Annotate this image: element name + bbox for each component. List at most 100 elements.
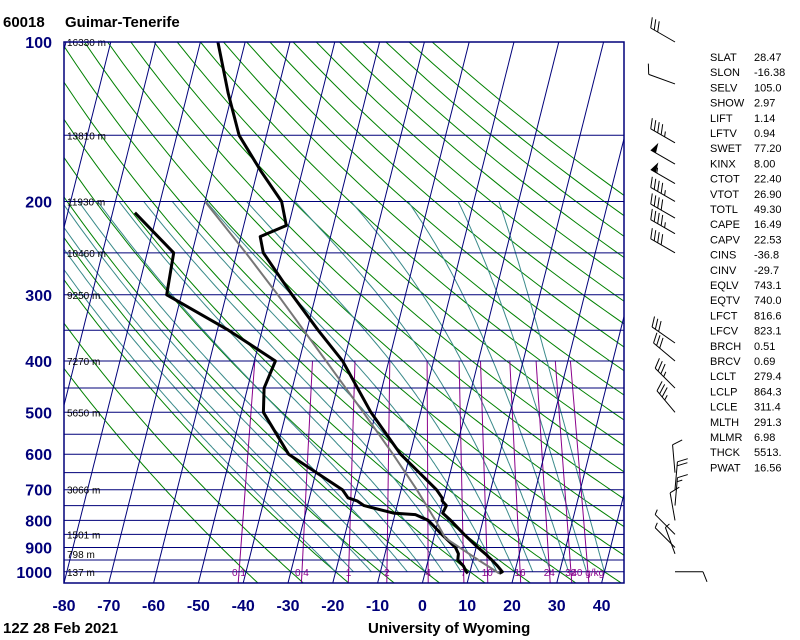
barb-half-flag bbox=[664, 222, 666, 228]
temperature-line bbox=[216, 42, 504, 575]
index-value: 0.69 bbox=[754, 356, 775, 368]
barb-flag bbox=[650, 193, 653, 205]
barb-flag bbox=[658, 320, 662, 332]
pressure-tick-label: 900 bbox=[25, 541, 52, 558]
barb-flag bbox=[657, 360, 663, 372]
barb-half-flag bbox=[664, 131, 666, 137]
mixing-ratio-line bbox=[426, 360, 429, 583]
temperature-tick-label: -50 bbox=[187, 598, 210, 615]
wind-barb bbox=[650, 228, 676, 254]
barb-staff bbox=[650, 238, 676, 254]
dry-adiabat bbox=[408, 42, 624, 217]
index-label: LFTV bbox=[710, 128, 738, 140]
temperature-tick-label: 0 bbox=[418, 598, 427, 615]
temperature-tick-label: -30 bbox=[276, 598, 299, 615]
barb-flag bbox=[660, 214, 664, 226]
barb-pennant bbox=[650, 142, 659, 154]
dry-adiabat bbox=[64, 367, 259, 583]
moist-adiabat bbox=[64, 268, 336, 573]
index-value: -29.7 bbox=[754, 265, 779, 277]
barb-flag bbox=[657, 180, 660, 192]
barb-flag bbox=[654, 358, 660, 369]
dry-adiabat bbox=[64, 322, 304, 583]
barb-half-flag bbox=[654, 509, 658, 515]
isotherm bbox=[153, 42, 291, 583]
mixing-ratio-label: 7 bbox=[461, 568, 467, 579]
barb-staff bbox=[650, 169, 676, 184]
barb-flag bbox=[647, 63, 650, 75]
barb-flag bbox=[650, 17, 653, 29]
barb-flag bbox=[669, 486, 680, 494]
index-value: 1.14 bbox=[754, 113, 775, 125]
barb-staff bbox=[664, 527, 676, 555]
height-label: 7270 m bbox=[67, 357, 100, 368]
wind-barb bbox=[650, 162, 676, 184]
index-value: 22.53 bbox=[754, 234, 782, 246]
barb-flag bbox=[657, 197, 660, 209]
height-label: 1501 m bbox=[67, 530, 100, 541]
barb-flag bbox=[653, 120, 657, 131]
isotherm bbox=[377, 42, 515, 583]
wind-barb bbox=[654, 358, 676, 389]
parcel-line bbox=[204, 200, 500, 575]
height-label: 16330 m bbox=[67, 38, 106, 49]
sounding-time: 12Z 28 Feb 2021 bbox=[3, 620, 118, 637]
isotherm bbox=[287, 42, 425, 583]
height-label: 9250 m bbox=[67, 291, 100, 302]
index-label: SELV bbox=[710, 82, 738, 94]
mixing-ratio-label: 2 bbox=[384, 568, 390, 579]
temperature-tick-label: -80 bbox=[52, 598, 75, 615]
index-value: 740.0 bbox=[754, 295, 782, 307]
index-label: VTOT bbox=[710, 189, 739, 201]
isotherm bbox=[466, 42, 605, 583]
index-label: THCK bbox=[710, 447, 741, 459]
barb-staff bbox=[674, 461, 678, 490]
barb-flag bbox=[651, 316, 656, 328]
wind-barbs bbox=[647, 17, 708, 582]
index-label: CINV bbox=[710, 265, 737, 277]
barb-flag bbox=[660, 124, 664, 135]
barb-flag bbox=[659, 337, 664, 349]
height-label: 10460 m bbox=[67, 249, 106, 260]
index-value: 279.4 bbox=[754, 371, 782, 383]
barb-half-flag bbox=[665, 523, 670, 528]
index-value: 77.20 bbox=[754, 143, 782, 155]
index-label: EQLV bbox=[710, 280, 739, 292]
barb-staff bbox=[651, 326, 676, 344]
index-label: LIFT bbox=[710, 113, 733, 125]
moist-adiabat bbox=[294, 201, 534, 572]
index-label: MLMR bbox=[710, 432, 742, 444]
wind-barb bbox=[675, 571, 708, 582]
mixing-ratio-line bbox=[458, 360, 465, 583]
wind-barb bbox=[656, 381, 676, 413]
barb-flag bbox=[702, 571, 708, 582]
dry-adiabat bbox=[292, 42, 624, 325]
wind-barb bbox=[664, 523, 676, 555]
station-name: Guimar-Tenerife bbox=[65, 14, 180, 31]
index-value: 0.51 bbox=[754, 341, 775, 353]
wind-barb bbox=[674, 474, 688, 506]
index-label: CAPE bbox=[710, 219, 740, 231]
wind-barb bbox=[651, 316, 676, 344]
dry-adiabats bbox=[64, 42, 624, 583]
barb-staff bbox=[674, 477, 678, 506]
pressure-tick-label: 400 bbox=[25, 354, 52, 371]
barb-half-flag bbox=[664, 395, 668, 401]
index-label: SLON bbox=[710, 67, 740, 79]
index-value: -36.8 bbox=[754, 250, 779, 262]
barb-flag bbox=[676, 462, 688, 467]
pressure-axis-labels: 100 200 300 400 500 600 700 800 900 1000 bbox=[16, 35, 52, 582]
barb-staff bbox=[650, 187, 676, 202]
index-label: TOTL bbox=[710, 204, 738, 216]
barb-flag bbox=[660, 363, 666, 375]
mixing-ratio-label: 40 g/kg bbox=[571, 568, 604, 579]
index-label: BRCV bbox=[710, 356, 741, 368]
barb-flag bbox=[677, 458, 688, 463]
mixing-ratio-label: 10 bbox=[482, 568, 494, 579]
index-value: 8.00 bbox=[754, 158, 775, 170]
dry-adiabat bbox=[153, 42, 624, 473]
barb-staff bbox=[669, 492, 676, 521]
mixing-ratio-line bbox=[554, 360, 573, 583]
temperature-tick-label: -20 bbox=[321, 598, 344, 615]
barb-flag bbox=[650, 176, 653, 188]
